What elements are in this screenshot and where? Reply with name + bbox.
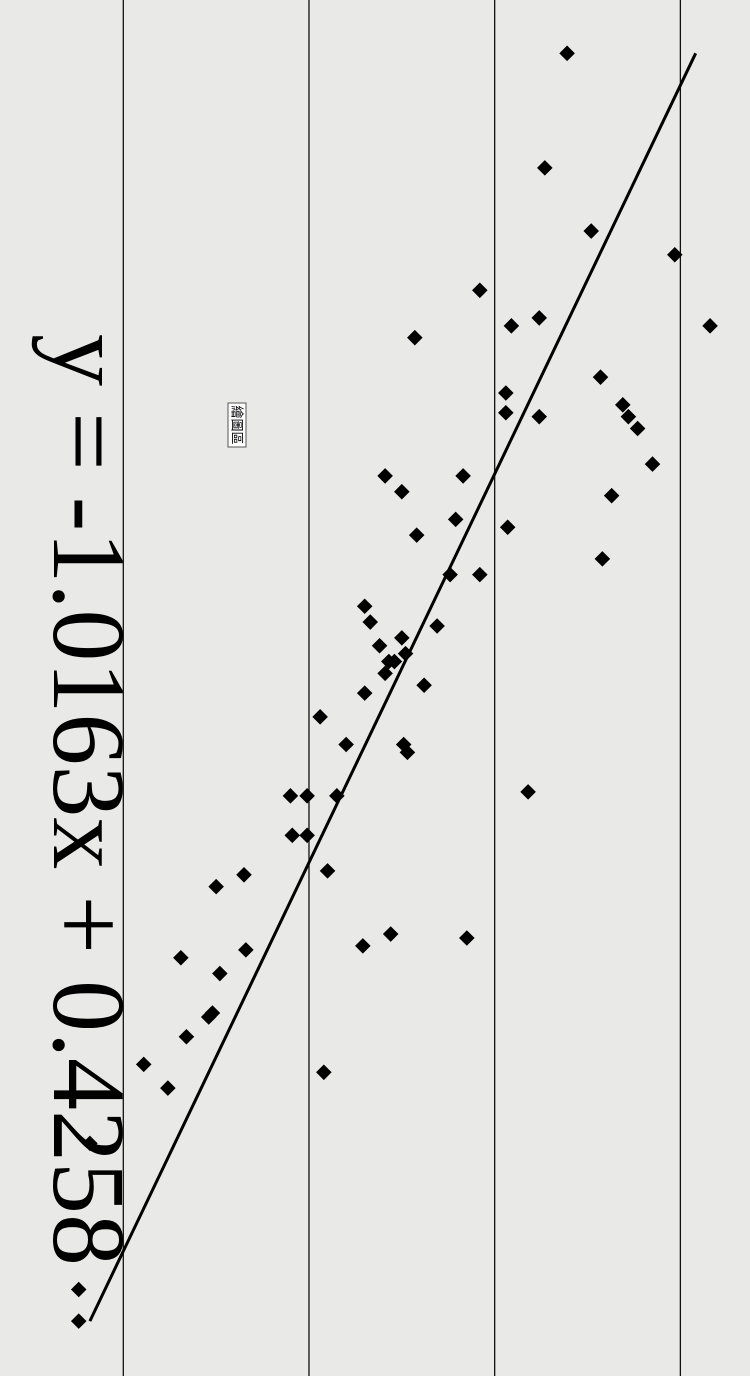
point bbox=[594, 551, 611, 567]
point bbox=[238, 942, 254, 958]
point bbox=[82, 1135, 98, 1152]
point bbox=[208, 878, 224, 895]
point bbox=[520, 784, 536, 800]
point bbox=[173, 949, 189, 966]
point bbox=[316, 1064, 332, 1081]
point bbox=[200, 1009, 217, 1025]
point bbox=[70, 1281, 87, 1298]
equation: y = -1.0163x + 0.4258 bbox=[31, 334, 146, 1266]
plot-area-box bbox=[227, 402, 247, 448]
plot-area-label: 繪圖區 bbox=[229, 405, 245, 444]
point bbox=[178, 1028, 195, 1045]
point bbox=[135, 1056, 152, 1073]
point bbox=[70, 1313, 87, 1329]
trendline bbox=[88, 52, 698, 1322]
point bbox=[236, 867, 252, 883]
grid bbox=[122, 0, 682, 1376]
point bbox=[212, 965, 228, 982]
point bbox=[160, 1080, 176, 1096]
point bbox=[583, 223, 600, 239]
point bbox=[537, 160, 553, 176]
plot-area-tag: 繪圖區 bbox=[227, 402, 247, 448]
